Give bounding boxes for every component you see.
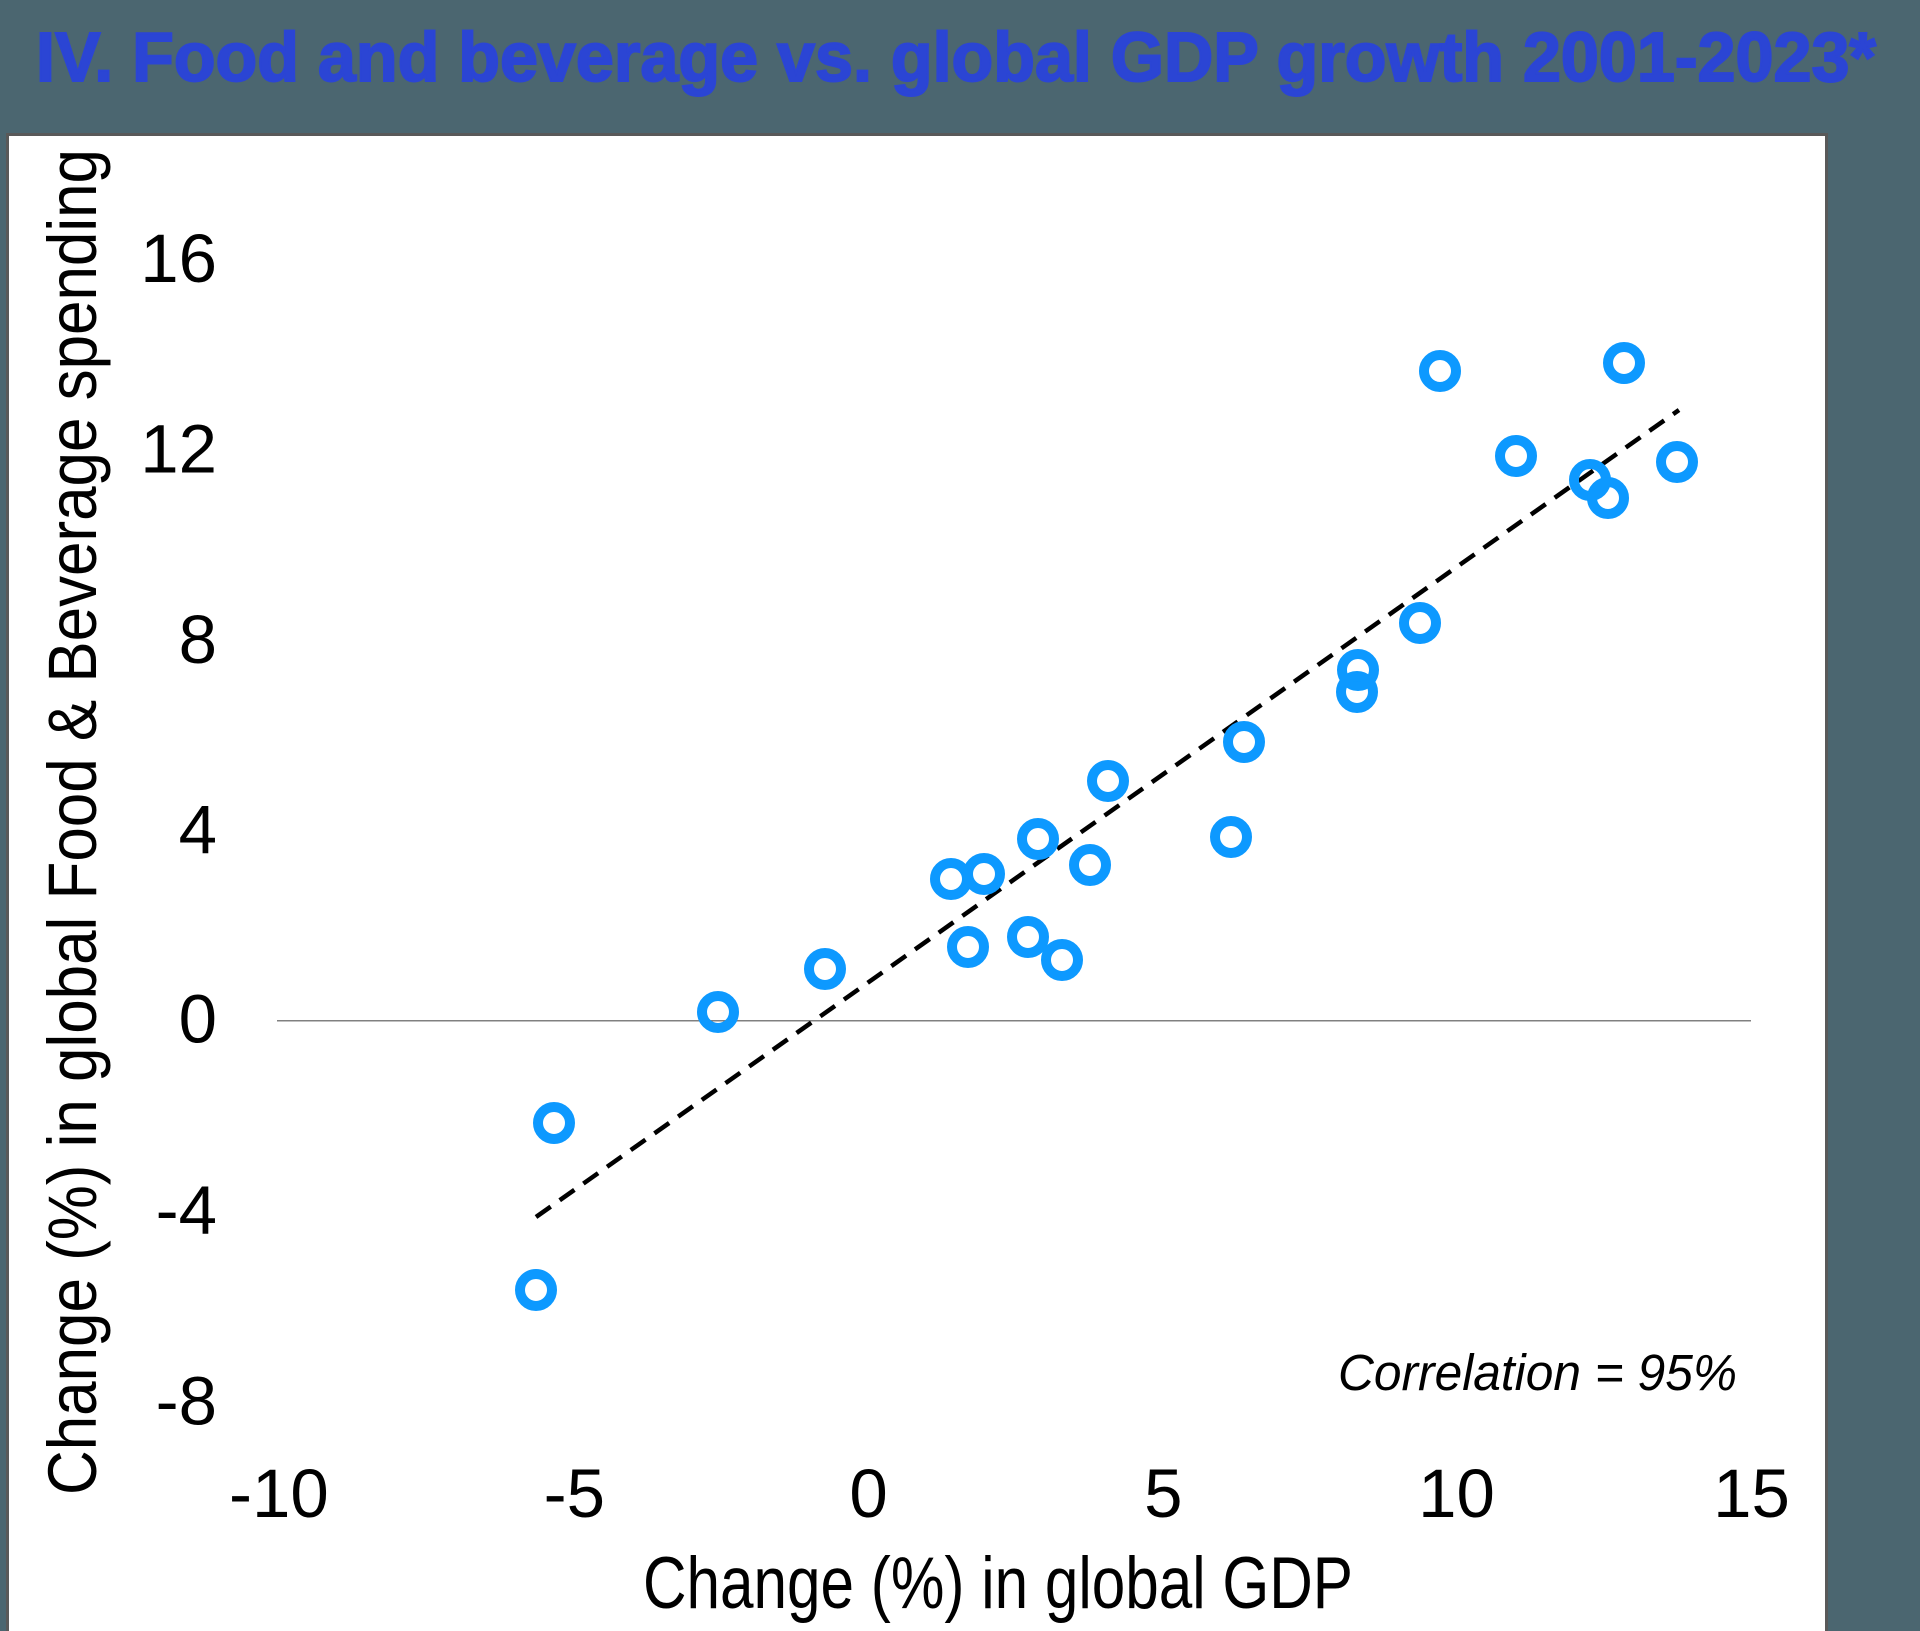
svg-text:-8: -8 bbox=[156, 1363, 217, 1440]
svg-text:Correlation = 95%: Correlation = 95% bbox=[1338, 1344, 1737, 1401]
svg-text:0: 0 bbox=[179, 981, 217, 1058]
svg-text:16: 16 bbox=[140, 220, 217, 297]
svg-text:8: 8 bbox=[179, 601, 217, 678]
svg-text:-5: -5 bbox=[544, 1455, 605, 1532]
svg-text:4: 4 bbox=[179, 791, 217, 868]
svg-text:15: 15 bbox=[1713, 1455, 1790, 1532]
svg-text:IV. Food and beverage vs. glob: IV. Food and beverage vs. global GDP gro… bbox=[36, 18, 1877, 96]
svg-text:12: 12 bbox=[140, 410, 217, 487]
svg-text:5: 5 bbox=[1144, 1455, 1182, 1532]
svg-text:-4: -4 bbox=[156, 1172, 217, 1249]
svg-text:Change (%) in global Food & Be: Change (%) in global Food & Beverage spe… bbox=[34, 149, 111, 1495]
svg-text:Change (%) in global GDP: Change (%) in global GDP bbox=[643, 1543, 1353, 1624]
svg-text:-10: -10 bbox=[229, 1455, 329, 1532]
svg-text:0: 0 bbox=[849, 1455, 887, 1532]
svg-text:10: 10 bbox=[1418, 1455, 1495, 1532]
